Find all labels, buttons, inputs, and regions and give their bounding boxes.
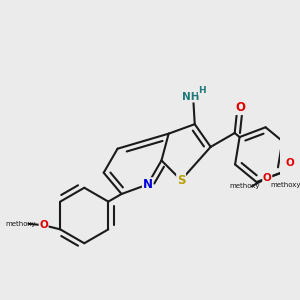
Text: N: N: [142, 178, 153, 191]
Text: S: S: [177, 174, 185, 187]
Text: methoxy: methoxy: [270, 182, 300, 188]
Text: O: O: [39, 220, 48, 230]
Text: methoxy: methoxy: [230, 183, 260, 189]
Text: O: O: [263, 173, 272, 183]
Text: O: O: [285, 158, 294, 168]
Text: NH: NH: [182, 92, 199, 102]
Text: H: H: [198, 86, 206, 95]
Text: O: O: [236, 101, 245, 114]
Text: methoxy: methoxy: [5, 221, 35, 227]
